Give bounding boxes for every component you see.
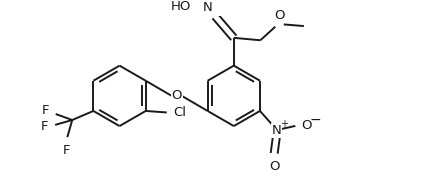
Text: O: O <box>302 119 312 132</box>
Text: F: F <box>41 120 48 132</box>
Text: +: + <box>280 119 288 129</box>
Text: O: O <box>269 160 279 173</box>
Text: F: F <box>62 144 70 157</box>
Text: N: N <box>203 1 212 14</box>
Text: O: O <box>274 9 284 22</box>
Text: Cl: Cl <box>173 106 186 119</box>
Text: N: N <box>272 124 281 137</box>
Text: O: O <box>171 89 182 102</box>
Text: F: F <box>42 104 49 117</box>
Text: −: − <box>310 113 321 127</box>
Text: HO: HO <box>171 0 191 13</box>
